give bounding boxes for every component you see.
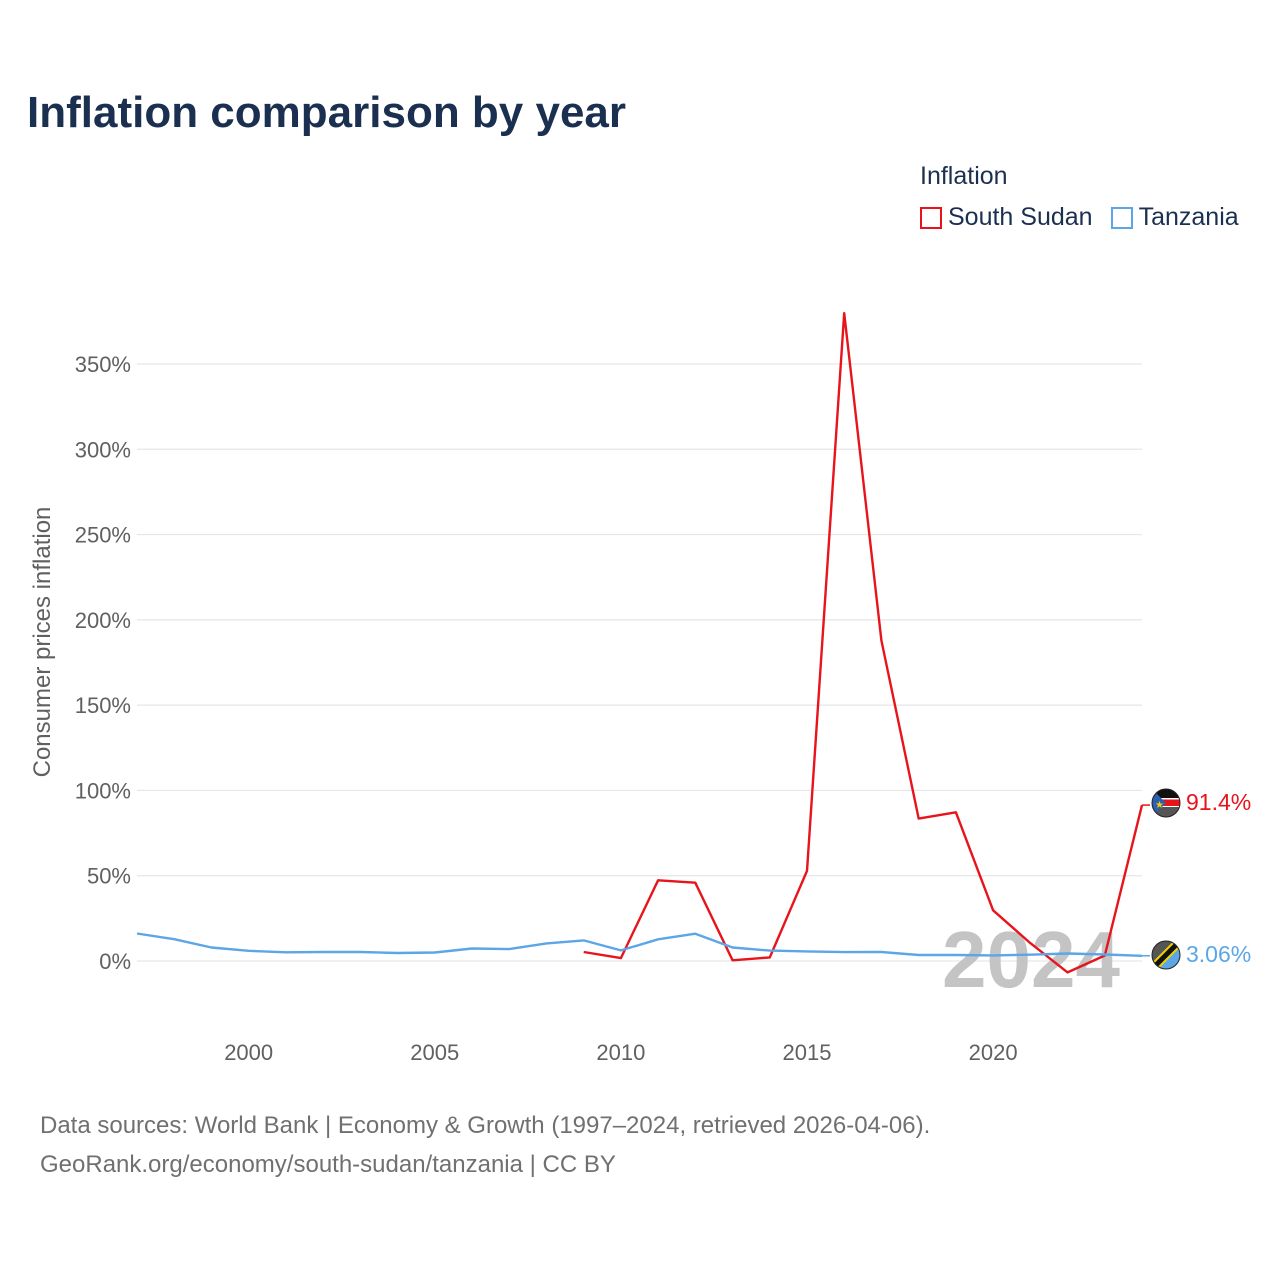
x-tick-label: 2000 xyxy=(224,1040,273,1065)
y-tick-label: 200% xyxy=(75,608,131,633)
legend-label-tanzania: Tanzania xyxy=(1138,203,1239,231)
data-source-note: Data sources: World Bank | Economy & Gro… xyxy=(40,1106,930,1184)
legend-swatch-south-sudan xyxy=(920,206,942,229)
source-line-1: Data sources: World Bank | Economy & Gro… xyxy=(40,1112,931,1139)
y-tick-label: 150% xyxy=(75,693,131,718)
x-tick-label: 2005 xyxy=(410,1040,459,1065)
series-lines xyxy=(136,312,1150,974)
tanzania-end-value: 3.06% xyxy=(1186,941,1251,967)
y-tick-label: 250% xyxy=(75,523,131,548)
y-tick-label: 100% xyxy=(75,778,131,803)
svg-text:★: ★ xyxy=(1155,800,1164,811)
legend: Inflation South Sudan Tanzania xyxy=(920,162,1239,232)
south-sudan-end-value: 91.4% xyxy=(1186,789,1251,815)
x-tick-label: 2010 xyxy=(596,1040,645,1065)
legend-swatch-tanzania xyxy=(1110,206,1133,229)
y-axis-ticks: 0% 50% 100% 150% 200% 250% 300% 350% xyxy=(75,352,131,974)
source-line-2: GeoRank.org/economy/south-sudan/tanzania… xyxy=(40,1151,616,1178)
x-tick-label: 2020 xyxy=(969,1040,1018,1065)
legend-item-south-sudan[interactable]: South Sudan xyxy=(920,203,1093,232)
legend-items: South Sudan Tanzania xyxy=(920,203,1239,232)
y-tick-label: 300% xyxy=(75,437,131,462)
tanzania-flag-icon xyxy=(1151,940,1181,970)
legend-title: Inflation xyxy=(920,162,1008,190)
y-axis-label: Consumer prices inflation xyxy=(29,507,56,778)
legend-label-south-sudan: South Sudan xyxy=(948,203,1093,231)
y-tick-label: 0% xyxy=(99,949,131,974)
y-tick-label: 50% xyxy=(87,864,131,889)
x-axis-ticks: 2000 2005 2010 2015 2020 xyxy=(224,1040,1017,1065)
series-line-south-sudan[interactable] xyxy=(583,312,1144,974)
x-tick-label: 2015 xyxy=(783,1040,832,1065)
series-line-tanzania[interactable] xyxy=(136,932,1143,957)
year-watermark: 2024 xyxy=(942,915,1120,1004)
chart-title: Inflation comparison by year xyxy=(27,88,627,137)
grid-lines xyxy=(137,363,1142,962)
legend-item-tanzania[interactable]: Tanzania xyxy=(1110,203,1239,232)
y-tick-label: 350% xyxy=(75,352,131,377)
south-sudan-flag-icon: ★ xyxy=(1151,788,1181,818)
